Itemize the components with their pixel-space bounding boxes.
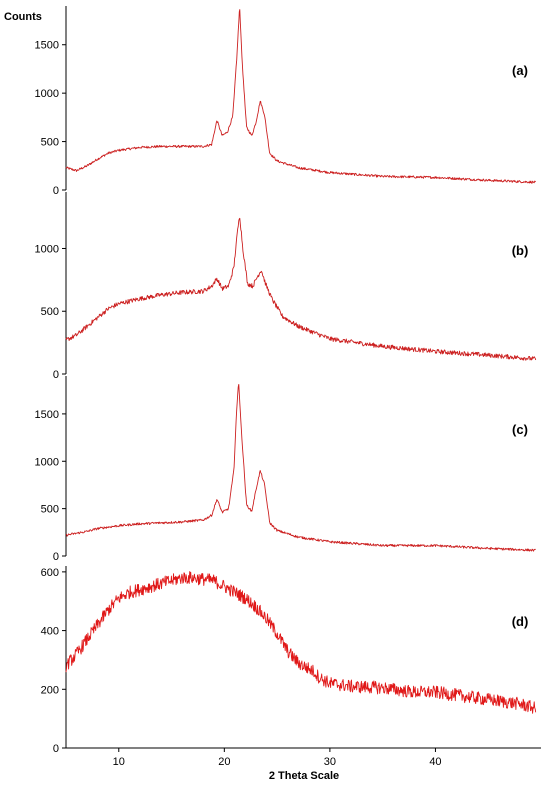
y-tick-label: 600 — [41, 567, 59, 579]
series-line — [66, 383, 536, 552]
x-axis-title: 2 Theta Scale — [269, 770, 339, 782]
y-tick-label: 1000 — [35, 243, 59, 255]
y-tick-label: 500 — [41, 137, 59, 149]
y-tick-label: 0 — [53, 551, 59, 563]
x-tick-label: 30 — [324, 756, 336, 768]
y-tick-label: 500 — [41, 504, 59, 516]
panels: 0 500 1000 1500 (a) 0 500 1000 (b) 0 500 1000 1500 (c… — [35, 6, 537, 755]
panel-label: (b) — [512, 243, 529, 258]
panel-3: 0 500 1000 1500 (c) — [35, 376, 536, 563]
panel-1: 0 500 1000 1500 (a) — [35, 6, 536, 197]
series-line — [65, 9, 536, 184]
panel-label: (d) — [512, 614, 529, 629]
y-tick-label: 1000 — [35, 456, 59, 468]
series-line — [65, 571, 537, 714]
y-tick-label: 400 — [41, 626, 59, 638]
x-tick-label: 20 — [218, 756, 230, 768]
y-tick-label: 1500 — [35, 40, 59, 52]
y-tick-label: 0 — [53, 369, 59, 381]
y-tick-label: 1000 — [35, 88, 59, 100]
x-tick-label: 40 — [429, 756, 441, 768]
y-axis-title: Counts — [4, 11, 42, 23]
x-axis: 10 20 30 40 — [66, 747, 541, 768]
x-tick-label: 10 — [113, 756, 125, 768]
y-tick-label: 500 — [41, 306, 59, 318]
panel-label: (a) — [512, 63, 528, 78]
panel-4: 0 200 400 600 (d) — [41, 566, 537, 755]
panel-2: 0 500 1000 (b) — [35, 192, 537, 381]
y-tick-label: 0 — [53, 185, 59, 197]
y-tick-label: 0 — [53, 743, 59, 755]
y-tick-label: 200 — [41, 684, 59, 696]
panel-label: (c) — [512, 422, 528, 437]
series-line — [65, 217, 537, 361]
y-tick-label: 1500 — [35, 409, 59, 421]
